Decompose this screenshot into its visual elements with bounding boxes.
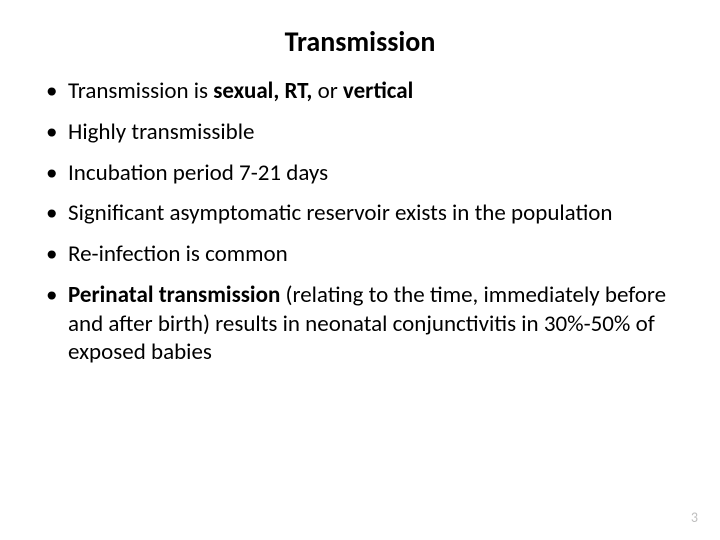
text-run: Perinatal transmission xyxy=(68,281,286,309)
bullet-item: Perinatal transmission (relating to the … xyxy=(40,281,680,367)
bullet-item: Incubation period 7-21 days xyxy=(40,159,680,188)
slide-title: Transmission xyxy=(40,24,680,59)
text-run: or xyxy=(318,77,343,105)
text-run: Transmission is xyxy=(68,77,213,105)
text-run: Re-infection is common xyxy=(68,240,288,268)
text-run: Incubation period 7-21 days xyxy=(68,159,328,187)
slide-container: Transmission Transmission is sexual, RT,… xyxy=(0,0,720,540)
bullet-item: Highly transmissible xyxy=(40,118,680,147)
bullet-item: Significant asymptomatic reservoir exist… xyxy=(40,199,680,228)
text-run: Significant asymptomatic reservoir exist… xyxy=(68,199,613,227)
bullet-list: Transmission is sexual, RT, or vertical H… xyxy=(40,77,680,367)
bullet-item: Transmission is sexual, RT, or vertical xyxy=(40,77,680,106)
slide-number: 3 xyxy=(691,509,698,526)
text-run: sexual, RT, xyxy=(213,77,317,105)
bullet-item: Re-infection is common xyxy=(40,240,680,269)
text-run: vertical xyxy=(343,77,413,105)
text-run: Highly transmissible xyxy=(68,118,254,146)
